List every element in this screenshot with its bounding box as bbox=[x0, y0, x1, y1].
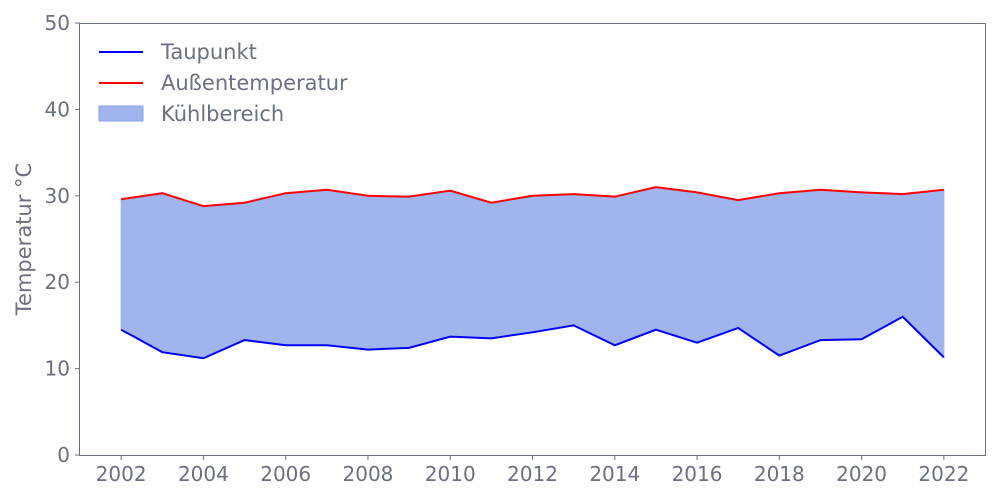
x-tick-label: 2022 bbox=[918, 462, 969, 486]
x-tick-label: 2018 bbox=[754, 462, 805, 486]
x-tick-label: 2002 bbox=[96, 462, 147, 486]
legend-label-taupunkt: Taupunkt bbox=[160, 40, 257, 64]
x-tick-label: 2020 bbox=[836, 462, 887, 486]
y-tick-label: 10 bbox=[45, 357, 70, 381]
legend-swatch-kuehlbereich bbox=[99, 106, 143, 121]
x-tick-label: 2010 bbox=[425, 462, 476, 486]
x-tick-label: 2004 bbox=[178, 462, 229, 486]
legend: Taupunkt Außentemperatur Kühlbereich bbox=[99, 40, 348, 126]
y-axis-label: Temperatur °C bbox=[12, 163, 36, 316]
x-tick-label: 2016 bbox=[672, 462, 723, 486]
x-tick-label: 2008 bbox=[343, 462, 394, 486]
y-tick-label: 30 bbox=[45, 184, 70, 208]
x-tick-label: 2006 bbox=[260, 462, 311, 486]
legend-label-kuehlbereich: Kühlbereich bbox=[161, 102, 284, 126]
x-tick-label: 2014 bbox=[589, 462, 640, 486]
y-tick-label: 50 bbox=[45, 11, 70, 35]
x-tick-label: 2012 bbox=[507, 462, 558, 486]
legend-label-aussentemperatur: Außentemperatur bbox=[161, 71, 348, 95]
y-tick-label: 0 bbox=[57, 443, 70, 467]
y-tick-label: 40 bbox=[45, 97, 70, 121]
y-tick-label: 20 bbox=[45, 270, 70, 294]
